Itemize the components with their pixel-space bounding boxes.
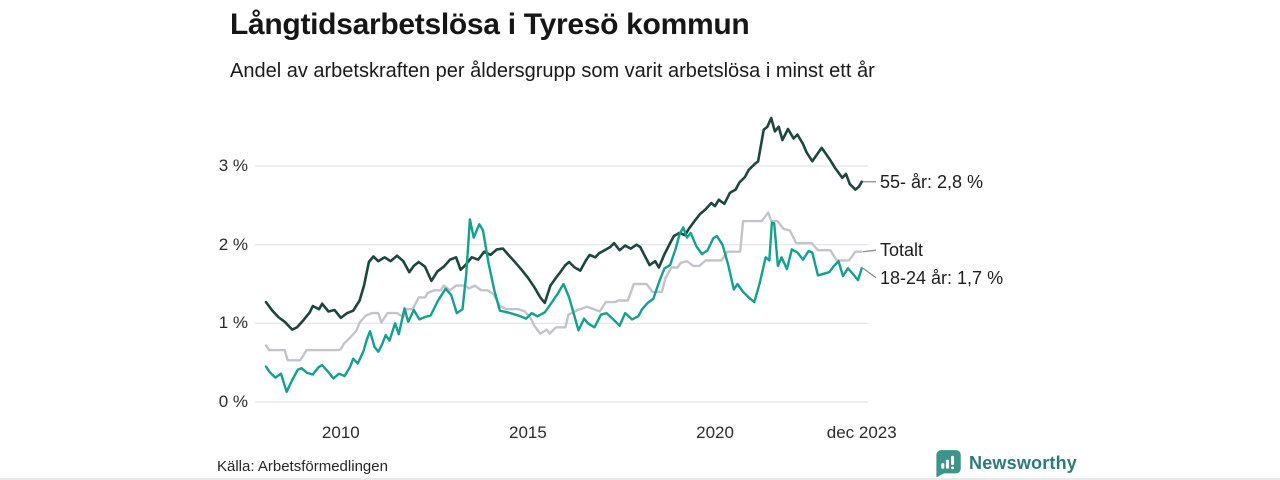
x-tick-label: 2015 xyxy=(509,423,547,442)
x-tick-label: 2010 xyxy=(321,423,360,442)
newsworthy-logo-icon xyxy=(934,449,962,478)
series-label-totalt: Totalt xyxy=(880,240,924,261)
source-label: Källa: Arbetsförmedlingen xyxy=(217,458,388,475)
x-tick-label: dec 2023 xyxy=(826,423,897,442)
x-tick-label: 2020 xyxy=(696,423,734,442)
series-line-55-ar xyxy=(264,116,864,331)
y-tick-label: 1 % xyxy=(218,313,248,333)
y-tick-label: 0 % xyxy=(218,392,248,411)
series-label-18-24-ar: 18-24 år: 1,7 % xyxy=(880,267,1004,288)
leader-line-totalt xyxy=(862,249,877,253)
brand-lockup: Newsworthy xyxy=(934,449,1077,478)
chart-subtitle: Andel av arbetskraften per åldersgrupp s… xyxy=(230,60,875,82)
leader-line-18-24-ar xyxy=(862,267,877,279)
brand-name: Newsworthy xyxy=(969,453,1078,473)
chart-title: Långtidsarbetslösa i Tyresö kommun xyxy=(230,8,750,41)
bottom-divider xyxy=(0,478,1280,480)
series-line-18-24-ar xyxy=(264,218,863,393)
series-label-55-ar: 55- år: 2,8 % xyxy=(880,171,984,192)
y-tick-label: 2 % xyxy=(218,234,248,254)
series-line-totalt xyxy=(264,211,863,362)
y-tick-label: 3 % xyxy=(218,155,248,175)
